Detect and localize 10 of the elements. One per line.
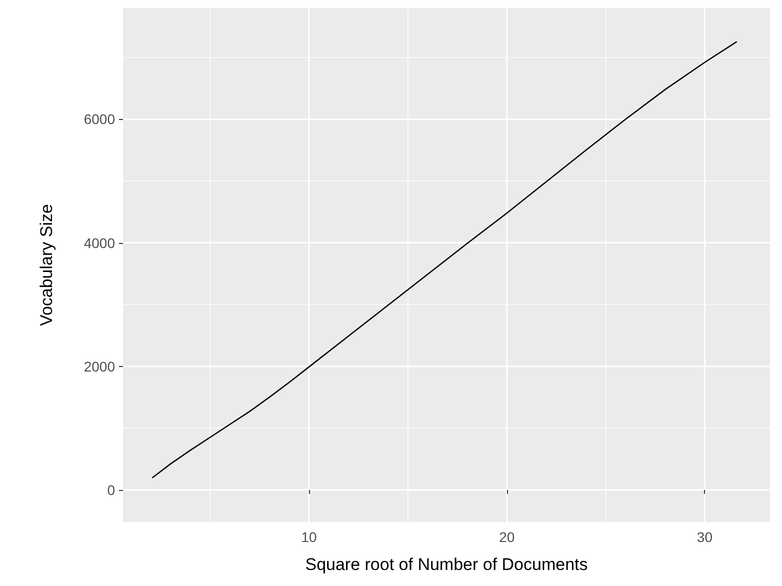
x-tick-label: 10 (301, 529, 317, 545)
line-series (152, 41, 738, 478)
y-tick-label: 4000 (84, 234, 116, 251)
y-tick-label: 6000 (84, 111, 116, 128)
x-tick-label: 30 (696, 529, 713, 545)
x-axis-title: Square root of Number of Documents (305, 555, 588, 574)
y-tick-label: 2000 (84, 358, 116, 374)
x-tick-label: 20 (499, 529, 515, 545)
y-axis-title: Vocabulary Size (37, 204, 56, 326)
y-tick-label: 0 (107, 482, 116, 498)
